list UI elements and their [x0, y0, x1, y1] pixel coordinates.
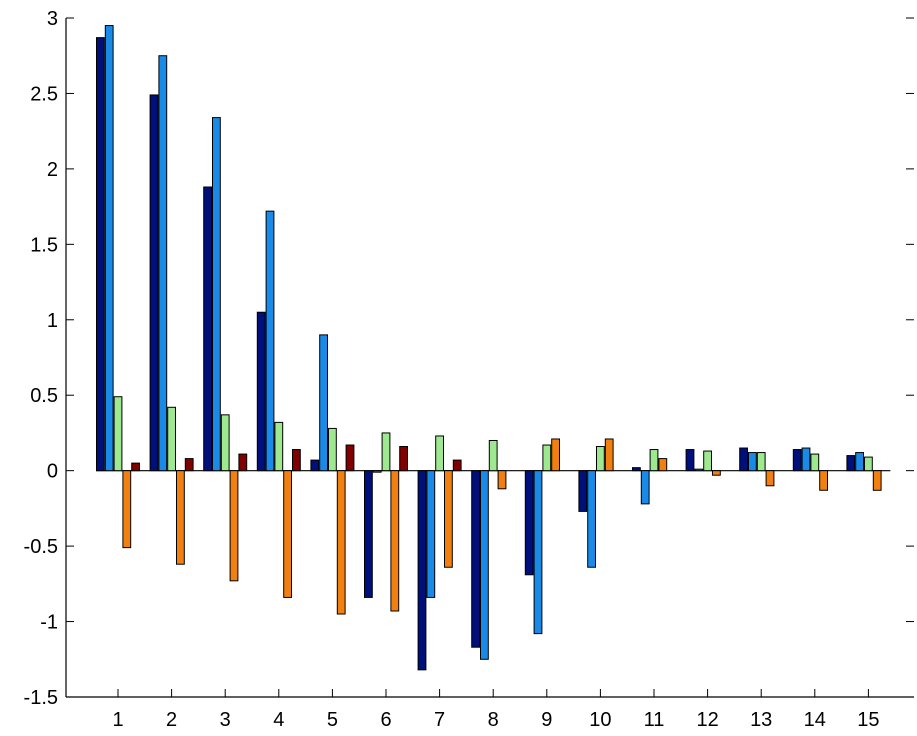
bar-series-4-category-12 — [712, 470, 721, 476]
bar-series-5-category-7 — [452, 459, 462, 472]
bar-series-1-category-2 — [149, 94, 159, 472]
bar-series-4-category-4 — [283, 470, 293, 598]
bar-series-4-category-13 — [765, 470, 775, 487]
bars-layer — [96, 25, 891, 671]
bar-series-1-category-14 — [792, 449, 802, 472]
x-tick-label: 14 — [804, 709, 826, 731]
bar-series-1-category-12 — [685, 449, 695, 472]
bar-series-5-category-5 — [345, 444, 355, 472]
bar-series-3-category-13 — [756, 452, 766, 472]
x-tick-label: 6 — [380, 709, 391, 731]
x-tick-label: 11 — [644, 709, 665, 731]
bar-series-4-category-3 — [229, 470, 239, 582]
bar-series-2-category-10 — [587, 470, 597, 568]
bar-series-1-category-10 — [578, 470, 588, 512]
bar-series-2-category-15 — [855, 452, 865, 472]
tick-labels-layer: -1.5-1-0.500.511.522.531 2 3 4 5 6 7 8 9 10 11 12 13… — [24, 8, 880, 731]
x-tick-label: 10 — [589, 709, 611, 731]
bar-series-4-category-2 — [176, 470, 185, 565]
bar-series-2-category-7 — [426, 470, 436, 598]
bar-series-3-category-12 — [703, 450, 713, 472]
y-tick-label: 3 — [47, 8, 58, 30]
bar-series-1-category-6 — [364, 470, 373, 598]
y-tick-label: -1 — [40, 612, 58, 634]
bar-series-3-category-11 — [649, 449, 659, 472]
bar-series-4-category-9 — [551, 438, 561, 472]
x-tick-label: 9 — [541, 709, 552, 731]
bar-series-3-category-9 — [542, 444, 552, 472]
bar-series-3-category-3 — [220, 414, 230, 472]
bar-series-3-category-7 — [435, 435, 445, 472]
x-tick-label: 1 — [112, 709, 123, 731]
bar-series-4-category-6 — [390, 470, 400, 612]
bar-series-2-category-1 — [104, 25, 114, 472]
bar-series-4-category-1 — [122, 470, 132, 549]
bar-series-1-category-4 — [256, 311, 266, 472]
bar-series-5-category-3 — [238, 453, 248, 472]
x-tick-label: 3 — [220, 709, 231, 731]
bar-series-1-category-11 — [632, 467, 641, 472]
y-tick-label: -0.5 — [24, 536, 58, 558]
bar-series-4-category-14 — [819, 470, 829, 491]
bar-series-2-category-14 — [801, 447, 811, 472]
x-tick-label: 5 — [327, 709, 338, 731]
bar-series-2-category-8 — [480, 470, 489, 660]
x-tick-label: 2 — [166, 709, 177, 731]
y-tick-label: 0 — [47, 461, 58, 483]
bar-series-3-category-4 — [274, 421, 284, 472]
bar-series-1-category-13 — [739, 447, 749, 472]
bar-series-4-category-10 — [604, 438, 614, 472]
y-tick-label: 0.5 — [30, 385, 58, 407]
y-tick-label: 2 — [47, 159, 58, 181]
x-tick-label: 7 — [434, 709, 445, 731]
bar-series-3-category-14 — [810, 453, 820, 472]
bar-series-5-category-2 — [184, 458, 194, 472]
bar-series-3-category-1 — [113, 396, 123, 472]
bar-series-2-category-3 — [212, 117, 221, 472]
bar-series-2-category-12 — [694, 468, 704, 472]
bar-series-3-category-6 — [381, 432, 391, 472]
bar-series-3-category-15 — [864, 456, 873, 472]
bar-series-2-category-4 — [265, 210, 275, 472]
y-tick-label: 2.5 — [30, 83, 58, 105]
bar-series-3-category-8 — [488, 439, 498, 472]
bar-series-3-category-5 — [328, 427, 337, 472]
bar-series-2-category-5 — [319, 334, 329, 472]
plot-background — [66, 18, 914, 697]
plot-area — [66, 18, 914, 697]
bar-series-1-category-9 — [524, 470, 534, 576]
bar-series-2-category-9 — [533, 470, 543, 635]
x-tick-label: 12 — [696, 709, 718, 731]
bar-series-1-category-5 — [310, 459, 320, 472]
bar-series-1-category-8 — [471, 470, 481, 648]
bar-series-3-category-2 — [167, 406, 176, 472]
bar-series-5-category-6 — [399, 446, 409, 472]
bar-series-2-category-2 — [158, 55, 168, 472]
bar-series-2-category-6 — [372, 470, 382, 473]
bar-series-1-category-1 — [96, 37, 105, 472]
bar-series-5-category-4 — [292, 449, 301, 472]
bar-series-1-category-7 — [417, 470, 427, 671]
x-tick-label: 8 — [488, 709, 499, 731]
bar-series-3-category-10 — [596, 446, 605, 472]
bar-series-4-category-11 — [658, 458, 668, 472]
bar-series-2-category-13 — [748, 452, 757, 472]
bar-series-2-category-11 — [640, 470, 650, 505]
bar-series-4-category-7 — [444, 470, 453, 568]
y-tick-label: 1.5 — [30, 234, 58, 256]
bar-series-1-category-3 — [203, 186, 212, 472]
bar-series-5-category-1 — [131, 462, 140, 472]
bar-series-4-category-8 — [497, 470, 507, 490]
y-tick-label: 1 — [47, 310, 58, 332]
y-tick-label: -1.5 — [24, 687, 58, 709]
axes-layer — [65, 17, 914, 698]
x-tick-label: 4 — [273, 709, 284, 731]
x-tick-label: 15 — [857, 709, 879, 731]
bar-series-1-category-15 — [846, 455, 856, 472]
bar-series-4-category-15 — [872, 470, 882, 491]
x-tick-label: 13 — [750, 709, 772, 731]
bar-series-4-category-5 — [336, 470, 346, 615]
